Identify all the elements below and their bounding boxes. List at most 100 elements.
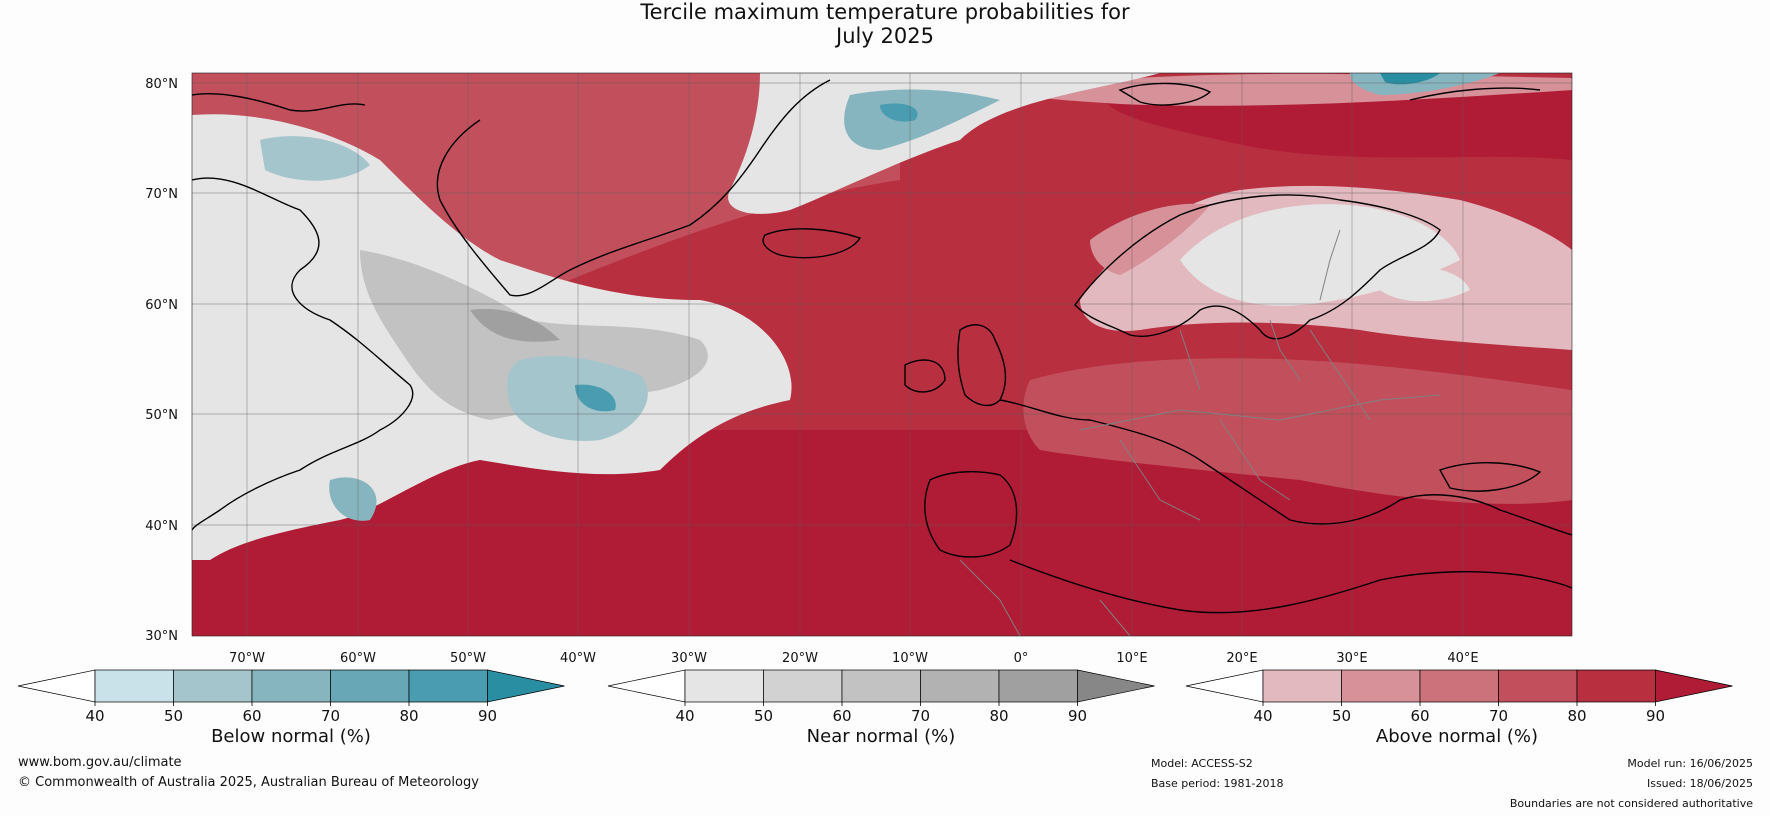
- coast-iberia: [924, 471, 1018, 558]
- model-name: Model: ACCESS-S2: [1151, 757, 1253, 770]
- colorbar-tick-label: 90: [1646, 707, 1665, 725]
- colorbar-over-triangle: [487, 669, 565, 703]
- coast-svalbard: [1118, 82, 1212, 106]
- lon-label: 20°W: [782, 651, 818, 666]
- colorbar-tick-label: 60: [1410, 707, 1429, 725]
- colorbar-segment: [920, 669, 1000, 703]
- lon-label: 50°W: [450, 651, 486, 666]
- colorbar-segment: [1498, 669, 1578, 703]
- near-normal-peak-region: [470, 309, 560, 342]
- colorbar-segment: [330, 669, 410, 703]
- greenland-sea-near-region: [728, 73, 1160, 214]
- colorbar-above-title: Above normal (%): [1375, 726, 1539, 747]
- boundaries-disclaimer: Boundaries are not considered authoritat…: [1509, 797, 1753, 810]
- colorbar-above: 40 50 60 70 80 90: [1185, 669, 1733, 725]
- country-borders: [959, 229, 1441, 636]
- colorbar-tick-label: 70: [321, 707, 340, 725]
- map-field: [192, 73, 1572, 636]
- colorbar-segment: [1576, 669, 1656, 703]
- colorbar-segment: [94, 669, 174, 703]
- colorbar-near: 40 50 60 70 80 90: [607, 669, 1155, 725]
- colorbar-tick-label: 50: [164, 707, 183, 725]
- norway-moderate-region: [1090, 203, 1210, 275]
- model-run-date: Model run: 16/06/2025: [1627, 757, 1753, 770]
- colorbar-tick-label: 60: [242, 707, 261, 725]
- lat-label: 70°N: [145, 187, 178, 202]
- lon-label: 60°W: [340, 651, 376, 666]
- russia-near-normal-region: [1380, 266, 1470, 302]
- lon-label: 30°E: [1336, 651, 1367, 666]
- lon-label: 0°: [1014, 651, 1029, 666]
- colorbar-tick-label: 70: [911, 707, 930, 725]
- colorbar-tick-label: 40: [675, 707, 694, 725]
- below-normal-patch-newfoundland: [329, 477, 377, 521]
- coast-novaya-zemlya: [1409, 87, 1541, 101]
- colorbar-below: 40 50 60 70 80 90: [17, 669, 565, 725]
- colorbar-tick-label: 70: [1489, 707, 1508, 725]
- colorbar-under-triangle: [607, 669, 686, 703]
- issued-date: Issued: 18/06/2025: [1646, 777, 1753, 790]
- graticule: [192, 73, 1572, 636]
- lon-label: 30°W: [671, 651, 707, 666]
- below-normal-patch-baffin: [260, 136, 370, 181]
- lat-label: 40°N: [145, 519, 178, 534]
- below-normal-core-atlantic: [575, 384, 616, 412]
- colorbar-segment: [408, 669, 488, 703]
- coast-iceland: [762, 228, 862, 259]
- colorbar-segment: [998, 669, 1078, 703]
- colorbar-tick-label: 90: [478, 707, 497, 725]
- coast-greenland: [436, 79, 831, 297]
- lon-label: 10°W: [892, 651, 928, 666]
- colorbar-over-triangle: [1655, 669, 1733, 703]
- lat-label: 60°N: [145, 298, 178, 313]
- lon-label: 70°W: [229, 651, 265, 666]
- lat-label: 80°N: [145, 77, 178, 92]
- coast-europe-south: [999, 399, 1572, 536]
- colorbar-segment: [763, 669, 843, 703]
- lon-label: 10°E: [1116, 651, 1147, 666]
- title-line-1: Tercile maximum temperature probabilitie…: [640, 0, 1130, 24]
- latitude-labels: 80°N 70°N 60°N 50°N 40°N 30°N: [145, 77, 178, 644]
- colorbar-below-title: Below normal (%): [211, 726, 371, 747]
- colorbar-segment: [1262, 669, 1342, 703]
- website-link[interactable]: www.bom.gov.au/climate: [18, 755, 182, 770]
- coast-scandinavia: [1074, 194, 1441, 340]
- lon-label: 20°E: [1226, 651, 1257, 666]
- colorbar-tick-label: 90: [1068, 707, 1087, 725]
- colorbar-near-title: Near normal (%): [806, 726, 956, 747]
- title-line-2: July 2025: [836, 24, 934, 48]
- copyright-notice: © Commonwealth of Australia 2025, Austra…: [18, 775, 479, 790]
- lon-label: 40°E: [1447, 651, 1478, 666]
- europe-above-region: [1023, 358, 1572, 504]
- coast-north-africa: [1009, 559, 1572, 614]
- lat-label: 30°N: [145, 629, 178, 644]
- colorbar-tick-label: 80: [1567, 707, 1586, 725]
- colorbar-segment: [841, 669, 921, 703]
- map-frame: [191, 72, 1573, 637]
- below-normal-patch-atlantic: [507, 355, 648, 441]
- greenland-interior-region: [440, 73, 760, 264]
- colorbar-segment: [1341, 669, 1421, 703]
- colorbar-segment: [251, 669, 331, 703]
- colorbar-under-triangle: [1185, 669, 1264, 703]
- coast-arctic-islands: [192, 92, 366, 112]
- colorbar-segment: [173, 669, 253, 703]
- colorbar-over-triangle: [1077, 669, 1155, 703]
- greenland-sea-below-core: [880, 103, 918, 122]
- lat-label: 50°N: [145, 408, 178, 423]
- longitude-labels: 70°W 60°W 50°W 40°W 30°W 20°W 10°W 0° 10…: [229, 651, 1479, 666]
- colorbar-under-triangle: [17, 669, 96, 703]
- coast-canada: [192, 177, 414, 531]
- colorbar-tick-label: 50: [754, 707, 773, 725]
- colorbar-tick-label: 80: [399, 707, 418, 725]
- colorbar-tick-label: 80: [989, 707, 1008, 725]
- colorbar-tick-label: 50: [1332, 707, 1351, 725]
- base-period: Base period: 1981-2018: [1151, 777, 1284, 790]
- coastlines: [192, 79, 1572, 614]
- colorbar-tick-label: 60: [832, 707, 851, 725]
- colorbar-tick-label: 40: [85, 707, 104, 725]
- coast-ireland: [904, 359, 946, 393]
- colorbar-segment: [684, 669, 764, 703]
- coast-black-sea: [1438, 462, 1542, 492]
